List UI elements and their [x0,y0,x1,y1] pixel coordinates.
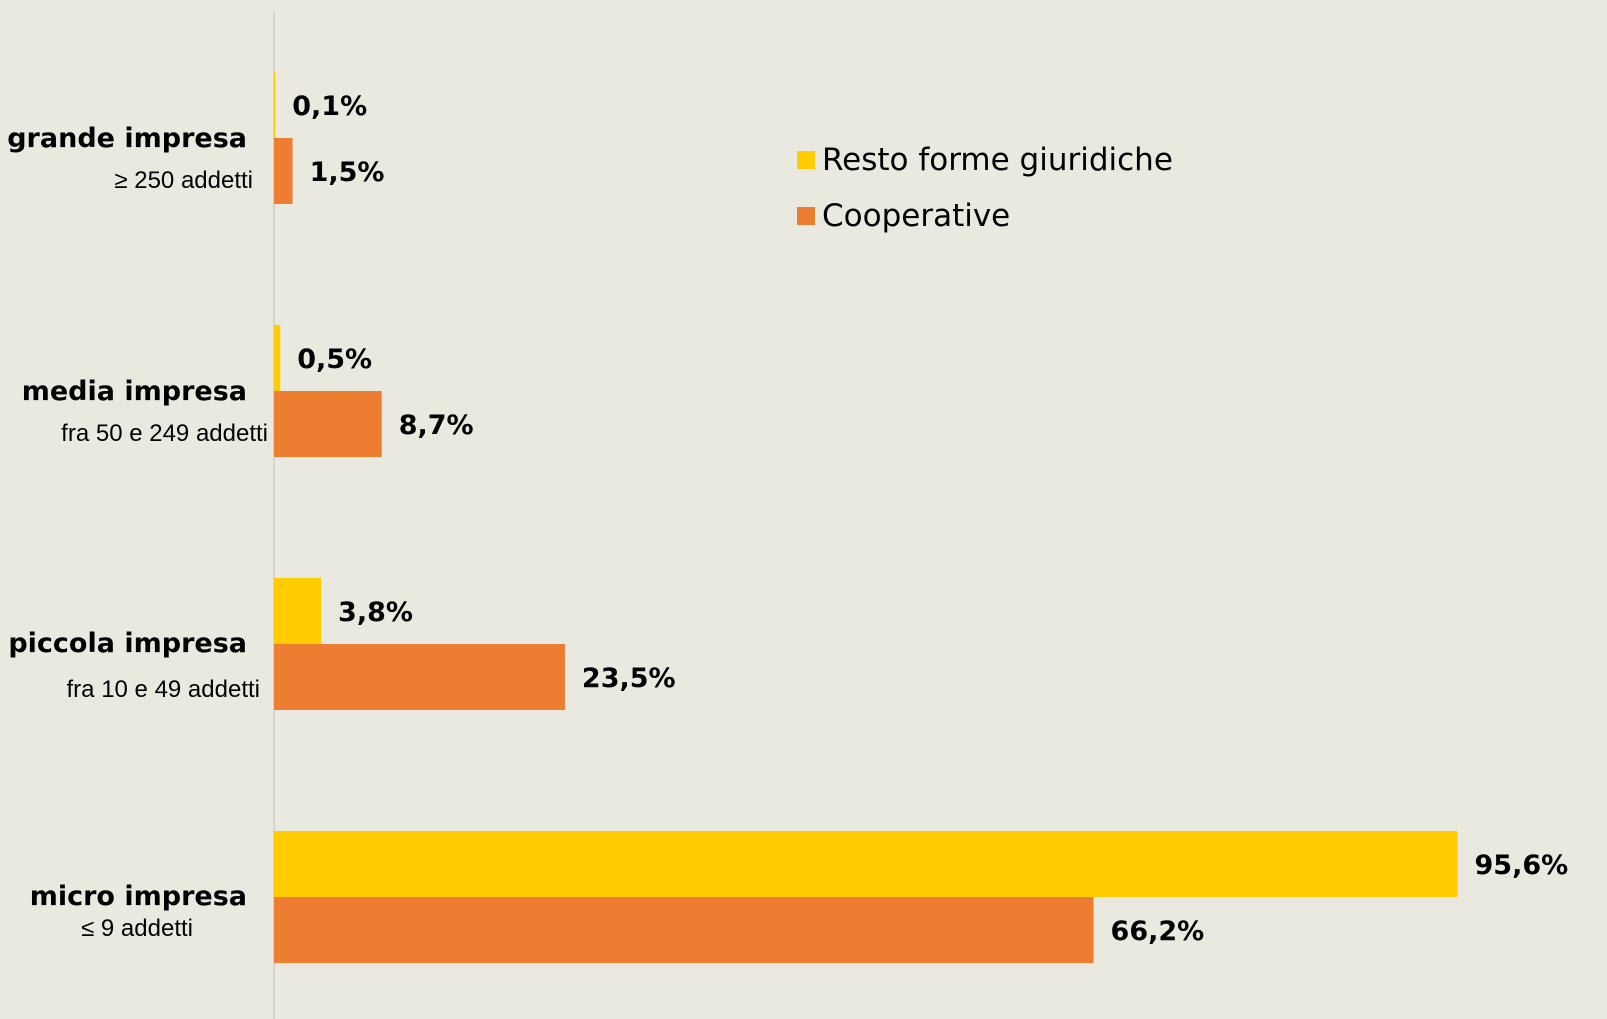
data-label: 95,6% [1475,850,1569,881]
bar-resto-forme-giuridiche [274,578,322,644]
bar-resto-forme-giuridiche [274,72,276,138]
legend-label: Resto forme giuridiche [822,142,1173,178]
category-labels: grande impresa ≥ 250 addetti media impresa… [7,123,268,942]
data-label: 66,2% [1111,916,1205,947]
bar-resto-forme-giuridiche [274,325,281,391]
category-sublabel: ≥ 250 addetti [114,167,253,194]
category-label: media impresa [22,376,247,407]
bar-cooperative [274,897,1094,963]
legend: Resto forme giuridiche Cooperative [797,142,1173,234]
value-labels: 0,1% 1,5% 0,5% 8,7% 3,8% 23,5% 95,6% 66,2% [292,91,1568,947]
legend-swatch [797,207,815,225]
legend-swatch [797,151,815,169]
bar-cooperative [274,391,382,457]
category-sublabel: ≤ 9 addetti [81,915,193,942]
category-label: grande impresa [7,123,247,154]
data-label: 8,7% [399,410,474,441]
legend-label: Cooperative [822,198,1010,234]
bar-cooperative [274,644,565,710]
data-label: 3,8% [338,597,413,628]
data-label: 0,1% [292,91,367,122]
bars [274,72,1458,963]
data-label: 23,5% [582,663,676,694]
category-sublabel: fra 10 e 49 addetti [67,676,260,703]
bar-cooperative [274,138,293,204]
data-label: 0,5% [297,344,372,375]
category-label: micro impresa [30,881,247,912]
data-label: 1,5% [310,157,385,188]
category-label: piccola impresa [8,628,247,659]
bar-resto-forme-giuridiche [274,831,1458,897]
category-sublabel: fra 50 e 249 addetti [61,420,268,447]
